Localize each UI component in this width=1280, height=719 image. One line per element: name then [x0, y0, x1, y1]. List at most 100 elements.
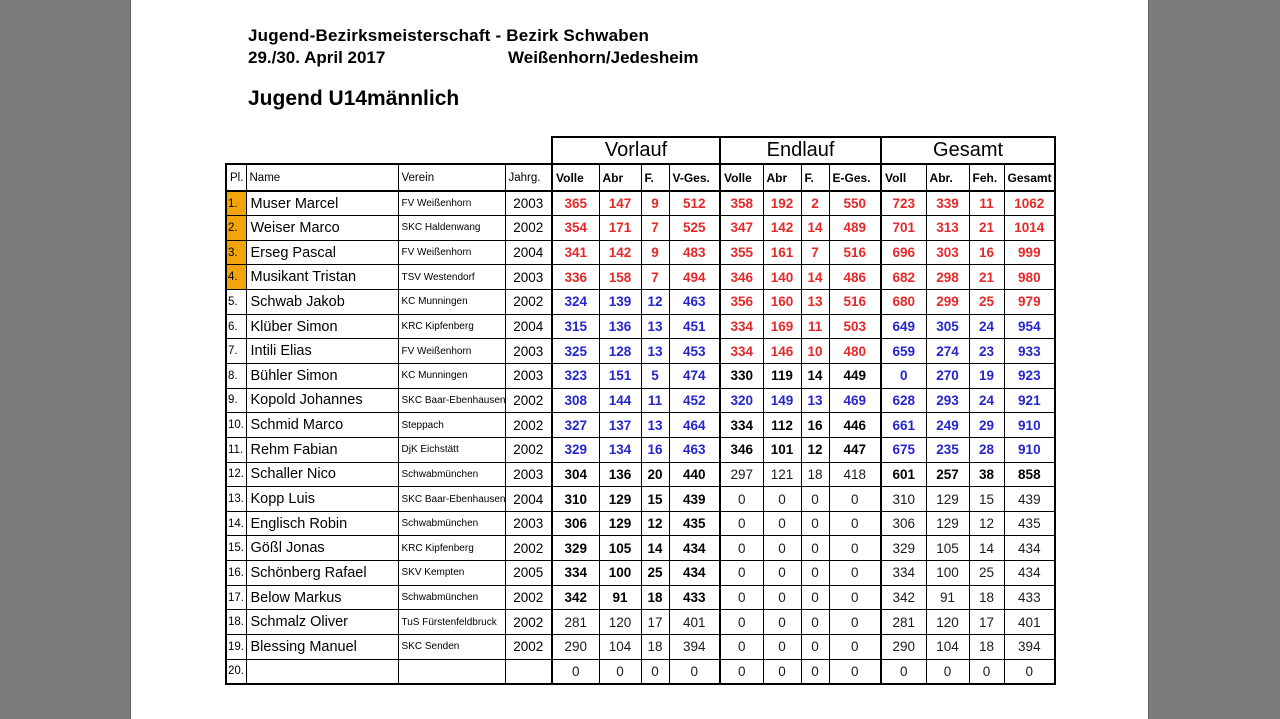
club-cell: FV Weißenhorn — [397, 338, 506, 364]
birth-year-cell: 2003 — [504, 510, 553, 537]
gesamt-abr-cell: 293 — [925, 387, 970, 414]
gesamt-feh-cell: 18 — [968, 584, 1005, 611]
birth-year-cell: 2002 — [504, 387, 553, 414]
document-page: Jugend-Bezirksmeisterschaft - Bezirk Sch… — [131, 0, 1148, 719]
gesamt-gesamt-cell: 933 — [1003, 338, 1057, 364]
endlauf-eges-cell: 0 — [828, 584, 882, 611]
endlauf-volle-cell: 334 — [719, 412, 764, 438]
vorlauf-vges-cell: 0 — [668, 658, 721, 685]
birth-year-cell: 2002 — [504, 584, 553, 611]
birth-year-cell: 2002 — [504, 215, 553, 241]
rank-cell: 5. — [225, 289, 247, 315]
player-name-cell: Muser Marcel — [245, 190, 399, 217]
column-header-jahrg-3: Jahrg. — [504, 163, 553, 192]
gesamt-voll-cell: 701 — [880, 215, 927, 241]
club-cell: KRC Kipfenberg — [397, 313, 506, 340]
player-name-cell: Musikant Tristan — [245, 264, 399, 291]
vorlauf-fehler-cell: 12 — [640, 289, 670, 315]
endlauf-abr-cell: 121 — [762, 461, 802, 488]
vorlauf-volle-cell: 329 — [551, 436, 600, 463]
vorlauf-fehler-cell: 16 — [640, 436, 670, 463]
player-name-cell: Kopold Johannes — [245, 387, 399, 414]
gesamt-gesamt-cell: 433 — [1003, 584, 1057, 611]
group-header-spacer — [226, 137, 552, 164]
gesamt-gesamt-cell: 1062 — [1003, 190, 1057, 217]
result-row-12: 12. Schaller Nico Schwabmünchen 2003 304 136 2… — [225, 461, 1057, 488]
endlauf-abr-cell: 112 — [762, 412, 802, 438]
competition-subtitle-line: 29./30. April 2017 Weißenhorn/Jedesheim — [248, 48, 699, 68]
group-header-endlauf: Endlauf — [719, 136, 883, 165]
birth-year-cell: 2005 — [504, 560, 553, 586]
endlauf-fehler-cell: 0 — [800, 609, 830, 636]
club-cell: DjK Eichstätt — [397, 436, 506, 463]
rank-cell: 17. — [225, 584, 247, 611]
results-table: Vorlauf Endlauf Gesamt Pl. Name Verein Jahr… — [225, 136, 1057, 685]
endlauf-abr-cell: 0 — [762, 535, 802, 562]
result-row-4: 4. Musikant Tristan TSV Westendorf 2003 336 1… — [225, 264, 1057, 291]
gesamt-abr-cell: 274 — [925, 338, 970, 364]
result-row-13: 13. Kopp Luis SKC Baar-Ebenhausen 2004 310 12… — [225, 486, 1057, 512]
vorlauf-volle-cell: 329 — [551, 535, 600, 562]
gesamt-abr-cell: 298 — [925, 264, 970, 291]
vorlauf-fehler-cell: 17 — [640, 609, 670, 636]
result-row-1: 1. Muser Marcel FV Weißenhorn 2003 365 147 9 51… — [225, 190, 1057, 217]
gesamt-feh-cell: 25 — [968, 560, 1005, 586]
column-header-f-10: F. — [800, 163, 830, 192]
gesamt-abr-cell: 235 — [925, 436, 970, 463]
rank-cell: 18. — [225, 609, 247, 636]
vorlauf-abr-cell: 0 — [598, 658, 642, 685]
gesamt-gesamt-cell: 434 — [1003, 560, 1057, 586]
gesamt-feh-cell: 11 — [968, 190, 1005, 217]
result-row-14: 14. Englisch Robin Schwabmünchen 2003 306 129… — [225, 510, 1057, 537]
rank-cell: 6. — [225, 313, 247, 340]
endlauf-fehler-cell: 16 — [800, 412, 830, 438]
result-row-10: 10. Schmid Marco Steppach 2002 327 137 13 464 33… — [225, 412, 1057, 438]
endlauf-volle-cell: 334 — [719, 338, 764, 364]
endlauf-fehler-cell: 14 — [800, 215, 830, 241]
vorlauf-abr-cell: 91 — [598, 584, 642, 611]
gesamt-gesamt-cell: 0 — [1003, 658, 1057, 685]
vorlauf-vges-cell: 463 — [668, 289, 721, 315]
vorlauf-volle-cell: 304 — [551, 461, 600, 488]
player-name-cell: Schaller Nico — [245, 461, 399, 488]
gesamt-voll-cell: 601 — [880, 461, 927, 488]
vorlauf-fehler-cell: 15 — [640, 486, 670, 512]
vorlauf-vges-cell: 401 — [668, 609, 721, 636]
vorlauf-vges-cell: 394 — [668, 634, 721, 660]
endlauf-fehler-cell: 7 — [800, 239, 830, 266]
endlauf-fehler-cell: 0 — [800, 658, 830, 685]
gesamt-gesamt-cell: 435 — [1003, 510, 1057, 537]
gesamt-feh-cell: 24 — [968, 387, 1005, 414]
rank-cell: 20. — [225, 658, 247, 685]
endlauf-eges-cell: 0 — [828, 560, 882, 586]
column-header-row: Pl. Name Verein Jahrg. Volle Abr F. V-Ges. Volle… — [225, 163, 1057, 192]
vorlauf-fehler-cell: 0 — [640, 658, 670, 685]
rank-cell: 7. — [225, 338, 247, 364]
endlauf-volle-cell: 334 — [719, 313, 764, 340]
player-name-cell: Schmid Marco — [245, 412, 399, 438]
player-name-cell: Schmalz Oliver — [245, 609, 399, 636]
endlauf-eges-cell: 0 — [828, 535, 882, 562]
rank-cell: 9. — [225, 387, 247, 414]
vorlauf-fehler-cell: 9 — [640, 239, 670, 266]
endlauf-abr-cell: 119 — [762, 362, 802, 389]
endlauf-abr-cell: 169 — [762, 313, 802, 340]
endlauf-abr-cell: 149 — [762, 387, 802, 414]
gesamt-feh-cell: 21 — [968, 264, 1005, 291]
vorlauf-abr-cell: 158 — [598, 264, 642, 291]
gesamt-voll-cell: 310 — [880, 486, 927, 512]
vorlauf-fehler-cell: 13 — [640, 338, 670, 364]
endlauf-abr-cell: 140 — [762, 264, 802, 291]
column-header-abr-13: Abr. — [925, 163, 970, 192]
club-cell: FV Weißenhorn — [397, 239, 506, 266]
gesamt-abr-cell: 129 — [925, 486, 970, 512]
birth-year-cell: 2004 — [504, 486, 553, 512]
club-cell: FV Weißenhorn — [397, 190, 506, 217]
endlauf-eges-cell: 418 — [828, 461, 882, 488]
birth-year-cell: 2004 — [504, 313, 553, 340]
vorlauf-vges-cell: 452 — [668, 387, 721, 414]
gesamt-gesamt-cell: 434 — [1003, 535, 1057, 562]
result-row-8: 8. Bühler Simon KC Munningen 2003 323 151 5 474… — [225, 362, 1057, 389]
endlauf-fehler-cell: 11 — [800, 313, 830, 340]
vorlauf-fehler-cell: 7 — [640, 215, 670, 241]
